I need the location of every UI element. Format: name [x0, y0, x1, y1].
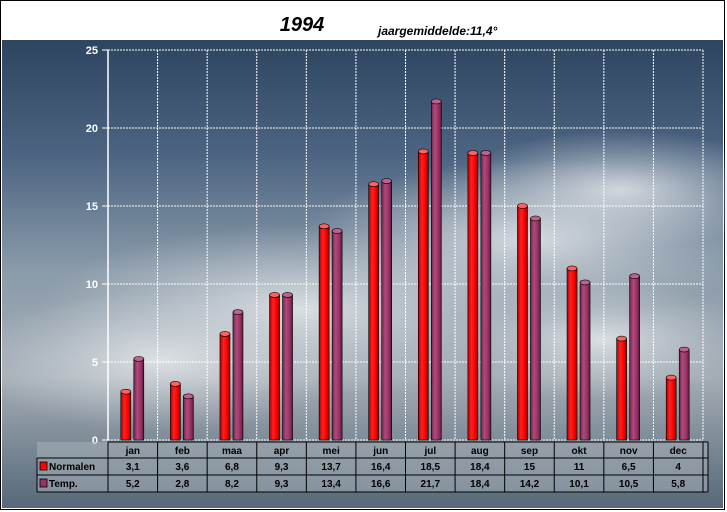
bar-temp-sep: [530, 215, 541, 441]
data-cell: 5,8: [671, 479, 685, 490]
bar-temp-jul: [430, 98, 442, 441]
month-label: okt: [572, 446, 588, 457]
data-cell: 4: [675, 462, 681, 473]
data-cell: 9,3: [275, 462, 289, 473]
data-cell: 21,7: [421, 479, 441, 490]
month-label: jul: [423, 446, 436, 457]
chart-subtitle: jaargemiddelde:11,4°: [378, 24, 498, 38]
data-cell: 2,8: [175, 479, 189, 490]
data-cell: 13,7: [321, 462, 341, 473]
month-label: nov: [620, 446, 638, 457]
bar-temp-jan: [133, 356, 145, 441]
data-cell: 11: [574, 462, 585, 473]
table-background: [37, 442, 708, 492]
bar-temp-feb: [183, 393, 194, 441]
month-label: apr: [274, 446, 290, 457]
data-cell: 10,1: [569, 479, 589, 490]
data-cell: 9,3: [275, 479, 289, 490]
data-cell: 18,4: [470, 462, 490, 473]
bar-temp-aug: [480, 150, 492, 441]
y-tick-label: 0: [92, 435, 98, 447]
bar-normalen-jun: [368, 181, 380, 441]
bar-normalen-jan: [120, 388, 132, 441]
data-cell: 8,2: [225, 479, 239, 490]
bar-temp-dec: [678, 346, 690, 441]
legend-swatch: [39, 461, 48, 471]
month-label: aug: [471, 446, 489, 457]
bar-temp-nov: [629, 273, 640, 441]
data-cell: 13,4: [321, 479, 341, 490]
month-label: maa: [222, 446, 242, 457]
data-cell: 15: [524, 462, 536, 473]
data-table: jan feb maa apr mei jun jul aug sep okt nov dec Norm…: [36, 441, 709, 493]
bar-normalen-jul: [417, 148, 429, 441]
bar-temp-mei: [331, 228, 343, 441]
data-cell: 3,6: [175, 462, 189, 473]
y-tick-label: 20: [86, 123, 98, 135]
y-tick-label: 5: [92, 357, 98, 369]
data-cell: 18,5: [421, 462, 441, 473]
month-label: dec: [670, 446, 688, 457]
y-axis: 0 5 10 15 20 25: [86, 45, 109, 447]
month-label: jun: [372, 446, 388, 457]
bar-normalen-mei: [318, 223, 330, 441]
bar-normalen-apr: [269, 292, 280, 441]
data-cell: 10,5: [619, 479, 639, 490]
series-name: Temp.: [49, 479, 78, 490]
data-cell: 16,4: [371, 462, 391, 473]
data-cell: 16,6: [371, 479, 391, 490]
bar-normalen-feb: [170, 381, 181, 441]
data-cell: 18,4: [470, 479, 490, 490]
bar-temp-okt: [579, 279, 591, 441]
month-label: sep: [521, 446, 538, 457]
y-tick-label: 10: [86, 279, 98, 291]
bar-normalen-nov: [616, 335, 627, 441]
data-cell: 14,2: [520, 479, 540, 490]
month-label: jan: [125, 446, 140, 457]
bar-temp-jun: [381, 178, 393, 441]
month-label: mei: [323, 446, 340, 457]
series-name: Normalen: [49, 462, 95, 473]
chart-title: 1994: [279, 14, 325, 36]
bar-normalen-okt: [566, 265, 578, 441]
month-label: feb: [175, 446, 190, 457]
bar-normalen-aug: [467, 150, 479, 441]
bar-normalen-sep: [517, 203, 528, 441]
data-cell: 5,2: [126, 479, 140, 490]
data-cell: 6,5: [622, 462, 636, 473]
data-cell: 6,8: [225, 462, 239, 473]
y-tick-label: 15: [86, 201, 98, 213]
legend-swatch: [39, 478, 48, 488]
bar-temp-maa: [232, 309, 244, 441]
bars-group: [120, 98, 690, 441]
bar-normalen-maa: [219, 331, 231, 441]
data-cell: 3,1: [126, 462, 140, 473]
y-tick-label: 25: [86, 45, 98, 57]
bar-normalen-dec: [665, 374, 677, 441]
bar-temp-apr: [282, 292, 293, 441]
